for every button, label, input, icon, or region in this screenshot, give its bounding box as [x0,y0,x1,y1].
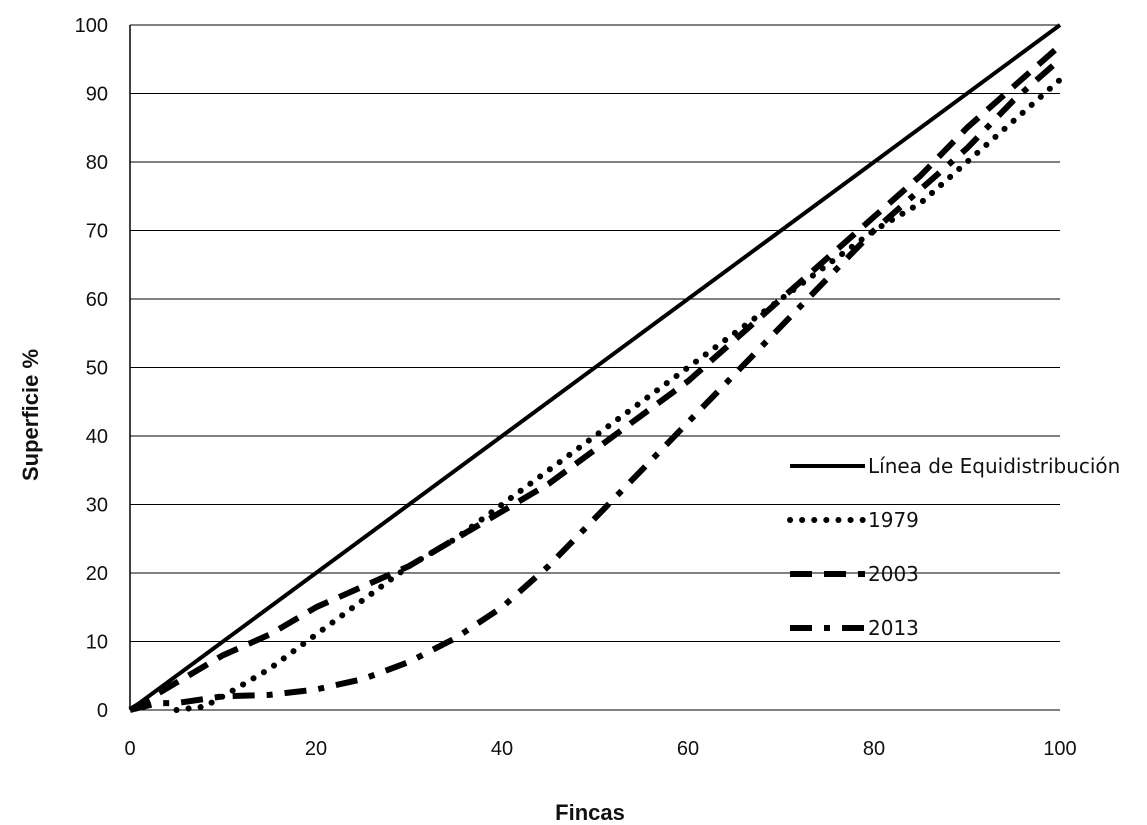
series-line-equidistribution [128,23,1062,712]
series-line-2013 [129,57,1062,713]
y-tick-label: 10 [86,632,108,654]
series-line-2003 [128,43,1062,713]
y-tick-label: 100 [75,15,108,37]
legend: Línea de Equidistribución 1979 2003 2013 [787,454,1120,640]
y-tick-label: 0 [97,700,108,722]
x-tick-label: 0 [124,738,135,760]
x-tick-label: 100 [1043,738,1076,760]
tick-labels: 0 10 20 30 40 50 60 70 80 90 100 0 20 40 60 80 100 [75,15,1077,760]
x-tick-label: 60 [677,738,699,760]
y-axis-title: Superficie % [18,349,43,481]
y-tick-label: 90 [86,84,108,106]
y-tick-label: 70 [86,221,108,243]
legend-label: Línea de Equidistribución [868,454,1120,478]
x-axis-title: Fincas [555,800,625,825]
y-tick-label: 40 [86,426,108,448]
y-tick-label: 80 [86,152,108,174]
y-tick-label: 30 [86,495,108,517]
legend-label: 1979 [868,508,919,532]
x-tick-label: 80 [863,738,885,760]
legend-label: 2003 [868,562,919,586]
series-line-1979 [173,76,1063,713]
y-tick-label: 60 [86,289,108,311]
y-tick-label: 20 [86,563,108,585]
x-tick-label: 40 [491,738,513,760]
series-lines [128,23,1063,713]
x-tick-label: 20 [305,738,327,760]
legend-label: 2013 [868,616,919,640]
y-tick-label: 50 [86,358,108,380]
